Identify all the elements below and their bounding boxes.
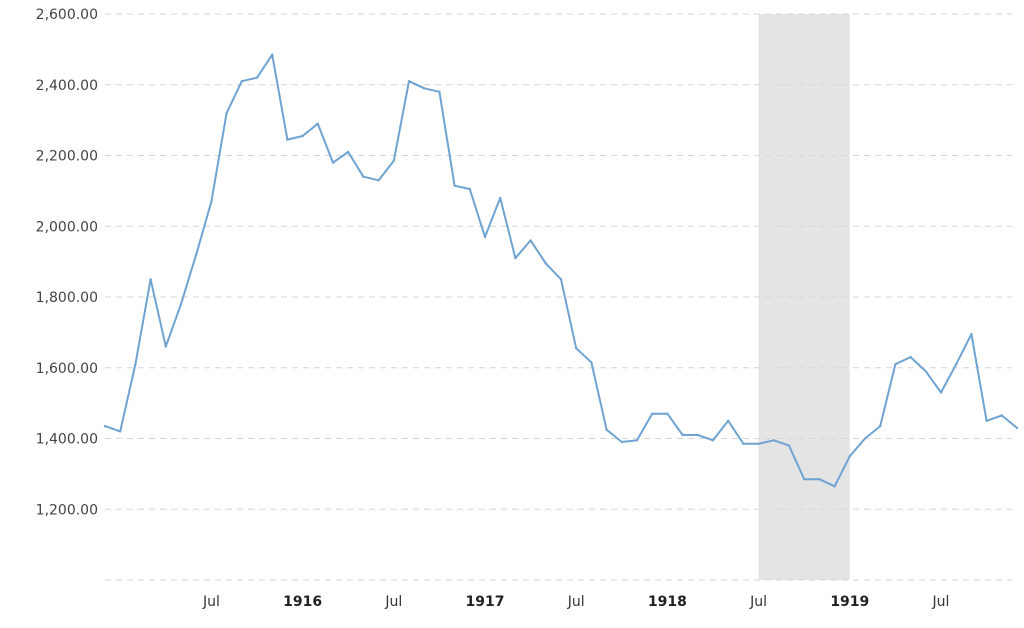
data-point: [620, 440, 623, 444]
data-point: [727, 419, 730, 422]
gridlines: [105, 13, 1012, 581]
data-point: [544, 262, 547, 265]
data-point: [529, 239, 532, 242]
x-tick-month-label: Jul: [567, 594, 585, 610]
y-tick-label: 2,200.00: [36, 149, 98, 165]
x-tick-year-label: 1918: [648, 594, 687, 610]
x-tick-month-label: Jul: [932, 594, 950, 610]
data-point: [1000, 414, 1003, 417]
data-point: [711, 439, 715, 442]
data-point: [818, 478, 821, 481]
y-tick-label: 1,200.00: [36, 502, 98, 518]
y-tick-label: 2,400.00: [36, 78, 98, 94]
series-layer: [103, 53, 1019, 488]
data-point: [119, 430, 122, 433]
data-point: [468, 187, 471, 191]
data-point: [635, 439, 639, 442]
data-point: [742, 442, 745, 445]
data-point: [149, 278, 152, 281]
data-point: [924, 370, 927, 373]
x-tick-year-label: 1917: [466, 594, 505, 610]
data-point: [696, 433, 699, 437]
y-tick-label: 1,800.00: [36, 290, 98, 306]
data-point: [909, 355, 912, 359]
y-axis: 1,200.00 1,400.00 1,600.00 1,800.00 2,000.00…: [36, 7, 98, 518]
data-point: [316, 122, 319, 125]
data-point: [377, 179, 380, 182]
data-point: [483, 235, 487, 239]
y-tick-label: 1,600.00: [36, 361, 98, 377]
data-point: [225, 111, 228, 115]
x-tick-month-label: Jul: [384, 594, 402, 610]
data-point: [392, 159, 395, 162]
data-point: [985, 419, 988, 422]
data-point: [803, 478, 806, 481]
data-point: [879, 424, 882, 428]
x-tick-month-label: Jul: [202, 594, 220, 610]
data-point: [757, 442, 760, 445]
data-point: [347, 150, 350, 154]
data-point: [438, 90, 441, 94]
data-point: [1015, 426, 1019, 430]
data-point: [362, 175, 365, 178]
data-point: [605, 428, 608, 431]
data-point: [787, 444, 791, 447]
data-point: [848, 455, 851, 458]
data-point: [939, 391, 943, 394]
data-point: [286, 138, 289, 141]
data-point: [499, 196, 502, 200]
data-point: [255, 76, 259, 79]
data-point: [575, 347, 578, 350]
series-line-0: [104, 53, 1018, 488]
data-point: [271, 53, 274, 56]
data-point: [681, 433, 684, 437]
data-point: [514, 256, 517, 260]
y-tick-label: 2,600.00: [36, 7, 98, 23]
data-point: [134, 363, 137, 366]
data-point: [453, 184, 456, 187]
data-point: [651, 412, 654, 415]
data-point: [240, 80, 243, 83]
data-point: [833, 485, 836, 488]
data-point: [955, 363, 958, 366]
data-point: [970, 332, 973, 336]
x-axis: Jul 1916 Jul 1917 Jul 1918 Jul 1919 Jul: [202, 594, 950, 610]
data-point: [195, 253, 198, 256]
data-point: [863, 437, 867, 440]
data-point: [103, 424, 107, 428]
data-point: [590, 361, 593, 364]
y-tick-label: 1,400.00: [36, 432, 98, 448]
x-tick-year-label: 1916: [283, 594, 322, 610]
x-tick-year-label: 1919: [830, 594, 869, 610]
data-point: [772, 439, 775, 442]
data-point: [301, 134, 304, 138]
data-point: [179, 302, 183, 306]
data-point: [666, 412, 669, 415]
y-tick-label: 2,000.00: [36, 219, 98, 235]
data-point: [894, 363, 897, 366]
data-point: [423, 87, 426, 90]
data-point: [164, 345, 167, 348]
data-point: [559, 278, 563, 281]
x-tick-month-label: Jul: [749, 594, 767, 610]
data-point: [331, 161, 335, 164]
data-point: [407, 80, 411, 83]
data-point: [210, 200, 213, 203]
